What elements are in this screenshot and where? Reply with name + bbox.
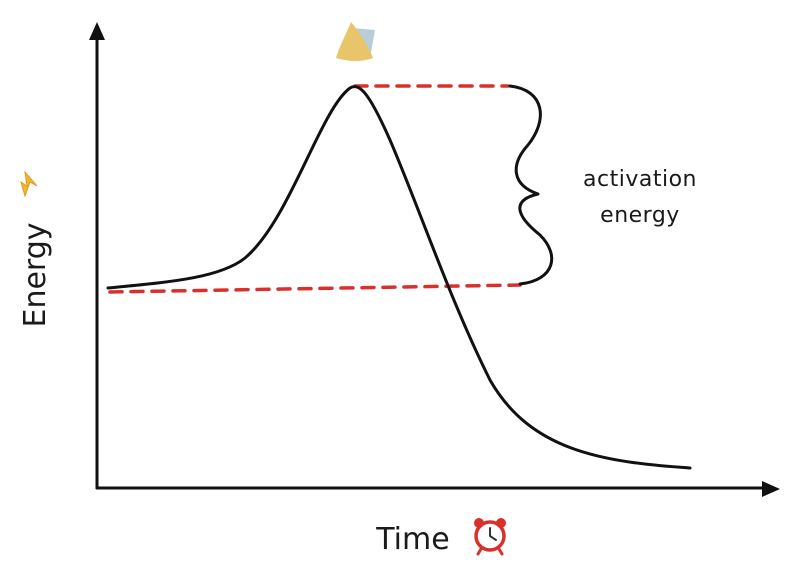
alarm-clock-icon xyxy=(474,518,506,556)
y-axis-arrowhead xyxy=(89,22,105,40)
x-axis-arrowhead xyxy=(762,481,780,497)
baseline-dashed-line xyxy=(108,283,522,294)
y-axis xyxy=(89,22,105,490)
annotation-line1: activation xyxy=(583,167,697,192)
y-axis-label: Energy xyxy=(18,222,53,327)
curly-brace xyxy=(508,84,554,286)
mountain-peak-icon xyxy=(336,22,375,61)
x-axis xyxy=(95,481,780,497)
x-axis-label: Time xyxy=(375,522,449,557)
annotation-line2: energy xyxy=(600,203,680,228)
lightning-icon xyxy=(20,170,38,198)
energy-curve xyxy=(106,85,692,470)
